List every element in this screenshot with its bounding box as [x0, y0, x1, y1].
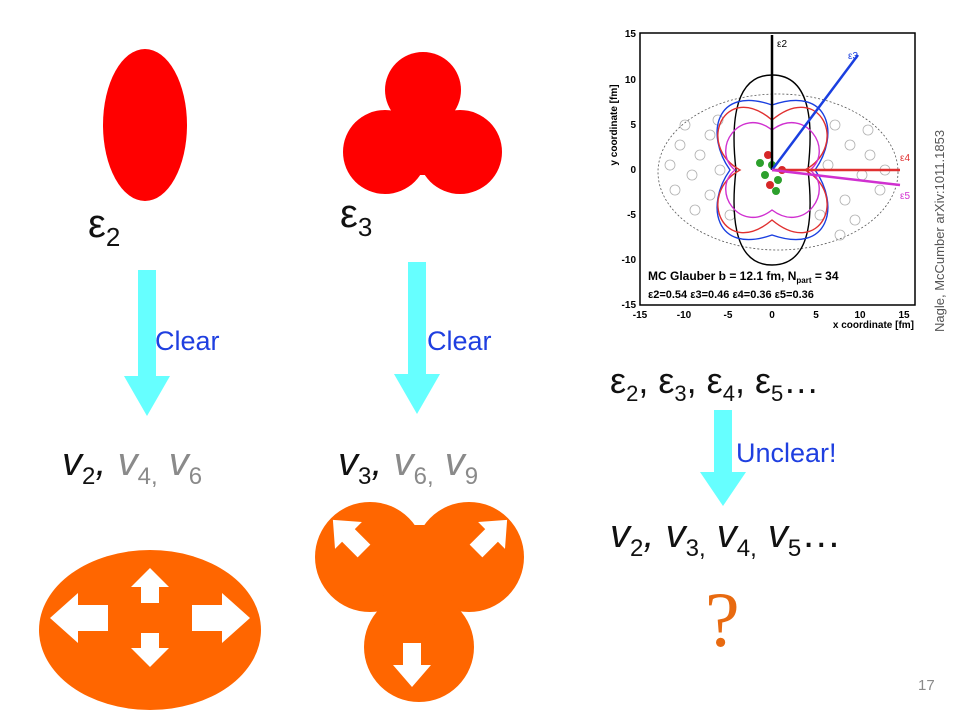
nucleon-cloud: [657, 93, 899, 251]
triangular-flow-shape: [315, 502, 524, 702]
eps3-label: ε3: [340, 192, 373, 242]
eps5-contour: [725, 122, 820, 218]
svg-text:ε4: ε4: [900, 153, 910, 164]
elliptic-flow-shape: [39, 550, 261, 710]
svg-text:-10: -10: [677, 310, 692, 321]
glauber-legend-line2: ε2=0.54 ε3=0.46 ε4=0.36 ε5=0.36: [648, 289, 814, 301]
flow-up-arrow-icon: [131, 568, 169, 603]
v2-harmonics-label: v2, v4, v6: [62, 440, 203, 490]
svg-text:-5: -5: [724, 310, 733, 321]
svg-text:-10: -10: [622, 255, 637, 266]
svg-text:10: 10: [854, 310, 866, 321]
flow-left-arrow-icon: [50, 593, 108, 643]
glauber-event-plot: ε2 ε3 ε4 ε5 15 10 5 0 -5 -10 -15 -15 -10…: [600, 25, 925, 330]
clear-label-left: Clear: [155, 326, 220, 356]
down-arrow-left: [124, 270, 170, 416]
unclear-label: Unclear!: [736, 438, 837, 468]
v-series-label: v2, v3, v4, v5…: [610, 512, 842, 562]
svg-text:15: 15: [625, 29, 637, 40]
svg-text:-15: -15: [622, 300, 637, 311]
down-arrow-middle: [394, 262, 440, 414]
eps3-direction-line: [770, 54, 860, 171]
svg-text:-15: -15: [633, 310, 648, 321]
eps2-contour: [733, 74, 811, 266]
citation-credit: Nagle, McCumber arXiv:1011.1853: [932, 129, 947, 332]
clear-label-middle: Clear: [427, 326, 492, 356]
y-tick-labels: 15 10 5 0 -5 -10 -15: [622, 29, 637, 311]
x-axis-title: x coordinate [fm]: [833, 320, 914, 330]
eps5-direction-line: [771, 168, 901, 187]
svg-text:15: 15: [898, 310, 910, 321]
x-tick-labels: -15 -10 -5 0 5 10 15: [633, 310, 910, 321]
eps2-ellipse-shape: [103, 49, 187, 201]
down-arrow-right: [700, 410, 746, 506]
svg-text:5: 5: [813, 310, 819, 321]
v3-harmonics-label: v3, v6, v9: [338, 440, 479, 490]
page-number: 17: [918, 677, 935, 694]
eps3-triangle-shape: [343, 52, 502, 194]
flow-down-arrow-icon: [131, 633, 169, 667]
eps-series-label: ε2, ε3, ε4, ε5…: [610, 360, 820, 407]
svg-text:0: 0: [769, 310, 775, 321]
flow-up-right-arrow-icon: [469, 519, 508, 558]
svg-text:10: 10: [625, 75, 637, 86]
svg-text:ε2: ε2: [777, 39, 787, 50]
y-axis-title: y coordinate [fm]: [609, 84, 620, 165]
flow-up-left-arrow-icon: [332, 519, 371, 558]
svg-text:-5: -5: [627, 210, 636, 221]
eps2-label: ε2: [88, 202, 121, 252]
question-mark: ?: [705, 576, 740, 663]
svg-text:ε3: ε3: [848, 51, 858, 62]
svg-text:0: 0: [630, 165, 636, 176]
eps4-contour: [717, 106, 828, 234]
svg-text:ε5: ε5: [900, 191, 910, 202]
flow-right-arrow-icon: [192, 593, 250, 643]
svg-text:5: 5: [630, 120, 636, 131]
flow-down-arrow-icon-mid: [393, 643, 431, 687]
glauber-legend-line1: MC Glauber b = 12.1 fm, Npart = 34: [648, 269, 839, 285]
